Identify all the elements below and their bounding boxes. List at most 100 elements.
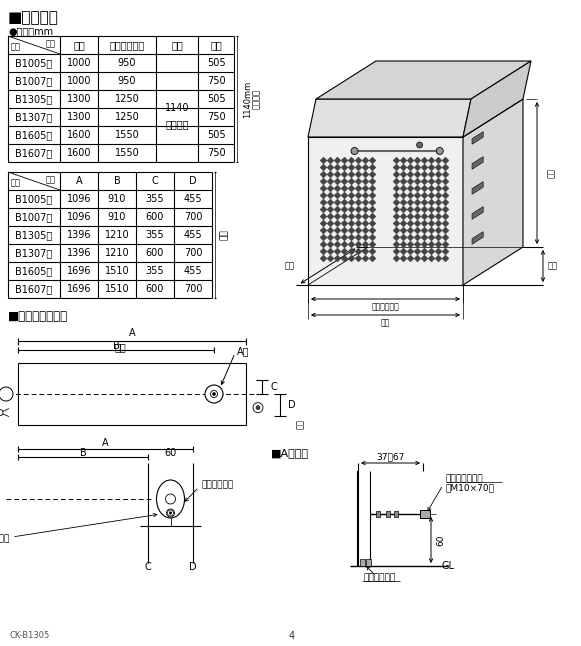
Polygon shape bbox=[442, 164, 449, 171]
Text: ●単位はmm: ●単位はmm bbox=[8, 26, 53, 36]
Polygon shape bbox=[355, 227, 362, 234]
Text: D: D bbox=[288, 400, 296, 410]
Polygon shape bbox=[435, 227, 442, 234]
Text: 1696: 1696 bbox=[67, 284, 91, 294]
Polygon shape bbox=[341, 241, 348, 248]
Polygon shape bbox=[327, 178, 334, 185]
Polygon shape bbox=[393, 241, 400, 248]
Polygon shape bbox=[407, 171, 414, 178]
Polygon shape bbox=[341, 199, 348, 206]
Text: 奥行: 奥行 bbox=[296, 419, 304, 429]
Polygon shape bbox=[334, 234, 341, 241]
Polygon shape bbox=[472, 132, 483, 144]
Polygon shape bbox=[421, 192, 428, 199]
Text: 高さ: 高さ bbox=[547, 168, 555, 178]
Polygon shape bbox=[407, 213, 414, 220]
Text: 1510: 1510 bbox=[105, 266, 130, 276]
Text: 奥行: 奥行 bbox=[285, 262, 295, 271]
Text: （共通）: （共通） bbox=[252, 89, 260, 109]
Polygon shape bbox=[362, 185, 369, 192]
Polygon shape bbox=[355, 213, 362, 220]
Polygon shape bbox=[362, 199, 369, 206]
Polygon shape bbox=[369, 199, 376, 206]
Polygon shape bbox=[407, 199, 414, 206]
Polygon shape bbox=[472, 207, 483, 219]
Polygon shape bbox=[334, 192, 341, 199]
Text: 1600: 1600 bbox=[67, 148, 91, 158]
Polygon shape bbox=[421, 178, 428, 185]
Polygon shape bbox=[435, 164, 442, 171]
Polygon shape bbox=[362, 241, 369, 248]
Polygon shape bbox=[334, 199, 341, 206]
Polygon shape bbox=[355, 171, 362, 178]
Polygon shape bbox=[442, 248, 449, 255]
Text: 60: 60 bbox=[164, 448, 177, 458]
Polygon shape bbox=[316, 61, 531, 99]
Polygon shape bbox=[407, 220, 414, 227]
Polygon shape bbox=[428, 206, 435, 213]
Polygon shape bbox=[400, 248, 407, 255]
Polygon shape bbox=[435, 213, 442, 220]
Polygon shape bbox=[435, 192, 442, 199]
Text: B: B bbox=[113, 341, 119, 351]
Polygon shape bbox=[421, 185, 428, 192]
Bar bbox=[366, 559, 371, 566]
Text: 1550: 1550 bbox=[114, 148, 139, 158]
Polygon shape bbox=[442, 199, 449, 206]
Text: 910: 910 bbox=[108, 212, 126, 222]
Ellipse shape bbox=[166, 494, 175, 504]
Circle shape bbox=[213, 393, 216, 395]
Polygon shape bbox=[428, 213, 435, 220]
Polygon shape bbox=[355, 164, 362, 171]
Polygon shape bbox=[435, 220, 442, 227]
Polygon shape bbox=[348, 171, 355, 178]
Polygon shape bbox=[393, 248, 400, 255]
Polygon shape bbox=[341, 206, 348, 213]
Text: （共通）: （共通） bbox=[165, 120, 189, 129]
Polygon shape bbox=[407, 227, 414, 234]
Polygon shape bbox=[400, 206, 407, 213]
Polygon shape bbox=[320, 178, 327, 185]
Polygon shape bbox=[421, 234, 428, 241]
Polygon shape bbox=[341, 192, 348, 199]
Polygon shape bbox=[355, 255, 362, 262]
Polygon shape bbox=[362, 213, 369, 220]
Polygon shape bbox=[348, 199, 355, 206]
Polygon shape bbox=[362, 164, 369, 171]
Polygon shape bbox=[414, 171, 421, 178]
Polygon shape bbox=[463, 99, 523, 285]
Polygon shape bbox=[442, 255, 449, 262]
Polygon shape bbox=[334, 164, 341, 171]
Polygon shape bbox=[435, 157, 442, 164]
Polygon shape bbox=[407, 164, 414, 171]
Text: 1000: 1000 bbox=[67, 58, 91, 68]
Polygon shape bbox=[414, 241, 421, 248]
Circle shape bbox=[256, 406, 260, 410]
Text: B1305型: B1305型 bbox=[15, 94, 53, 104]
Text: B: B bbox=[114, 176, 120, 186]
Polygon shape bbox=[414, 220, 421, 227]
Text: 間口: 間口 bbox=[114, 342, 127, 352]
Text: 高さ: 高さ bbox=[171, 40, 183, 50]
Polygon shape bbox=[320, 199, 327, 206]
Polygon shape bbox=[362, 171, 369, 178]
Text: C: C bbox=[271, 382, 277, 392]
Polygon shape bbox=[334, 178, 341, 185]
Text: 奥行: 奥行 bbox=[548, 262, 558, 271]
Polygon shape bbox=[414, 192, 421, 199]
Text: 1510: 1510 bbox=[105, 284, 130, 294]
Polygon shape bbox=[428, 199, 435, 206]
Polygon shape bbox=[334, 213, 341, 220]
Polygon shape bbox=[435, 185, 442, 192]
Text: CK-B1305: CK-B1305 bbox=[10, 632, 50, 640]
Polygon shape bbox=[341, 157, 348, 164]
Polygon shape bbox=[393, 185, 400, 192]
Text: 1000: 1000 bbox=[67, 76, 91, 86]
Polygon shape bbox=[442, 213, 449, 220]
Polygon shape bbox=[320, 220, 327, 227]
Text: 1250: 1250 bbox=[114, 112, 139, 122]
Polygon shape bbox=[327, 255, 334, 262]
Text: 505: 505 bbox=[207, 58, 225, 68]
Polygon shape bbox=[463, 61, 531, 137]
Text: 1096: 1096 bbox=[67, 212, 91, 222]
